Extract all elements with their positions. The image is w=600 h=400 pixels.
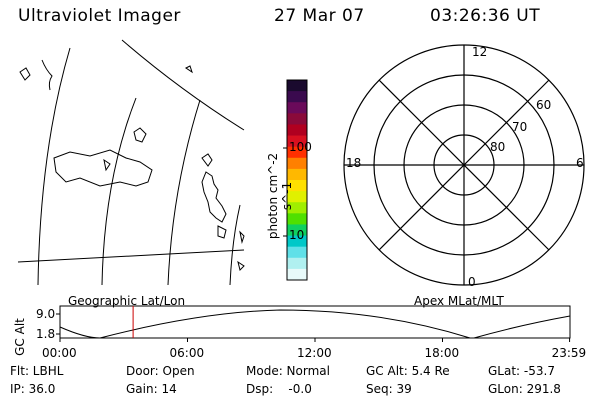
door-info: Door: Open (126, 364, 195, 378)
polar-label-18: 18 (346, 156, 362, 170)
polar-diagonal-line (378, 79, 550, 251)
coastline (53, 149, 153, 187)
color-bar-band (287, 268, 307, 281)
timeline-left-title: Geographic Lat/Lon (68, 294, 186, 308)
polar-ring (433, 134, 495, 196)
map-meridian-line (229, 204, 241, 286)
color-bar-label: photon cm^-2 s^-1 (266, 152, 294, 240)
filter-info: Flt: LBHL (10, 364, 64, 378)
timeline-y-tick: 1.8 (36, 327, 56, 341)
color-bar-band (287, 91, 307, 103)
timeline-right-title: Apex MLat/MLT (414, 294, 504, 308)
timeline-x-tick-label: 12:00 (297, 346, 332, 360)
coastline (41, 59, 53, 91)
gain-info: Gain: 14 (126, 382, 177, 396)
coastline (19, 67, 31, 81)
glat-info: GLat: -53.7 (488, 364, 555, 378)
gc-alt-info: GC Alt: 5.4 Re (366, 364, 450, 378)
color-bar-tick-label: 10 (289, 228, 305, 242)
timeline-x-tick-label: 23:59 (551, 346, 587, 360)
polar-lat-label-60: 60 (536, 98, 552, 112)
ip-info: IP: 36.0 (10, 382, 56, 396)
polar-label-12: 12 (472, 45, 488, 59)
map-meridian-line (37, 47, 71, 286)
mode-info: Mode: Normal (246, 364, 330, 378)
time-label: 03:26:36 UT (430, 6, 541, 26)
color-bar-band (287, 80, 307, 92)
color-bar-band (287, 257, 307, 270)
coastline (237, 260, 245, 271)
coastline (185, 65, 193, 74)
polar-lat-label-80: 80 (490, 140, 506, 154)
polar-label-6: 6 (576, 156, 584, 170)
map-meridian-line (101, 97, 137, 286)
glon-info: GLon: 291.8 (488, 382, 561, 396)
polar-ring (373, 74, 555, 256)
map-parallel-line (17, 249, 245, 263)
polar-ring (403, 104, 525, 226)
timeline-y-label: GC Alt (13, 318, 27, 356)
seq-info: Seq: 39 (366, 382, 412, 396)
altitude-curve (59, 309, 571, 339)
polar-lat-label-70: 70 (512, 120, 528, 134)
timeline-x-tick-label: 00:00 (42, 346, 77, 360)
polar-label-0: 0 (468, 275, 476, 289)
coastline (217, 225, 227, 239)
dsp-info: Dsp: -0.0 (246, 382, 312, 396)
timeline-x-tick-label: 06:00 (169, 346, 205, 360)
app-title: Ultraviolet Imager (18, 6, 181, 26)
map-parallel-line (121, 39, 245, 131)
timeline-y-tick: 9.0 (36, 307, 56, 321)
polar-diagonal-line (378, 79, 550, 251)
timeline-x-tick-label: 18:00 (424, 346, 460, 360)
timeline-frame (59, 305, 571, 339)
date-label: 27 Mar 07 (274, 6, 365, 26)
coastline (133, 127, 147, 143)
map-meridian-line (167, 99, 201, 286)
coastline (239, 230, 245, 244)
color-bar-band (287, 124, 307, 137)
polar-ring (343, 44, 585, 286)
coastline (201, 153, 213, 167)
color-bar-band (287, 102, 307, 114)
color-bar-band (287, 113, 307, 125)
coastline (103, 158, 111, 172)
coastline (201, 171, 227, 223)
color-bar-tick-label: 100 (289, 140, 312, 154)
